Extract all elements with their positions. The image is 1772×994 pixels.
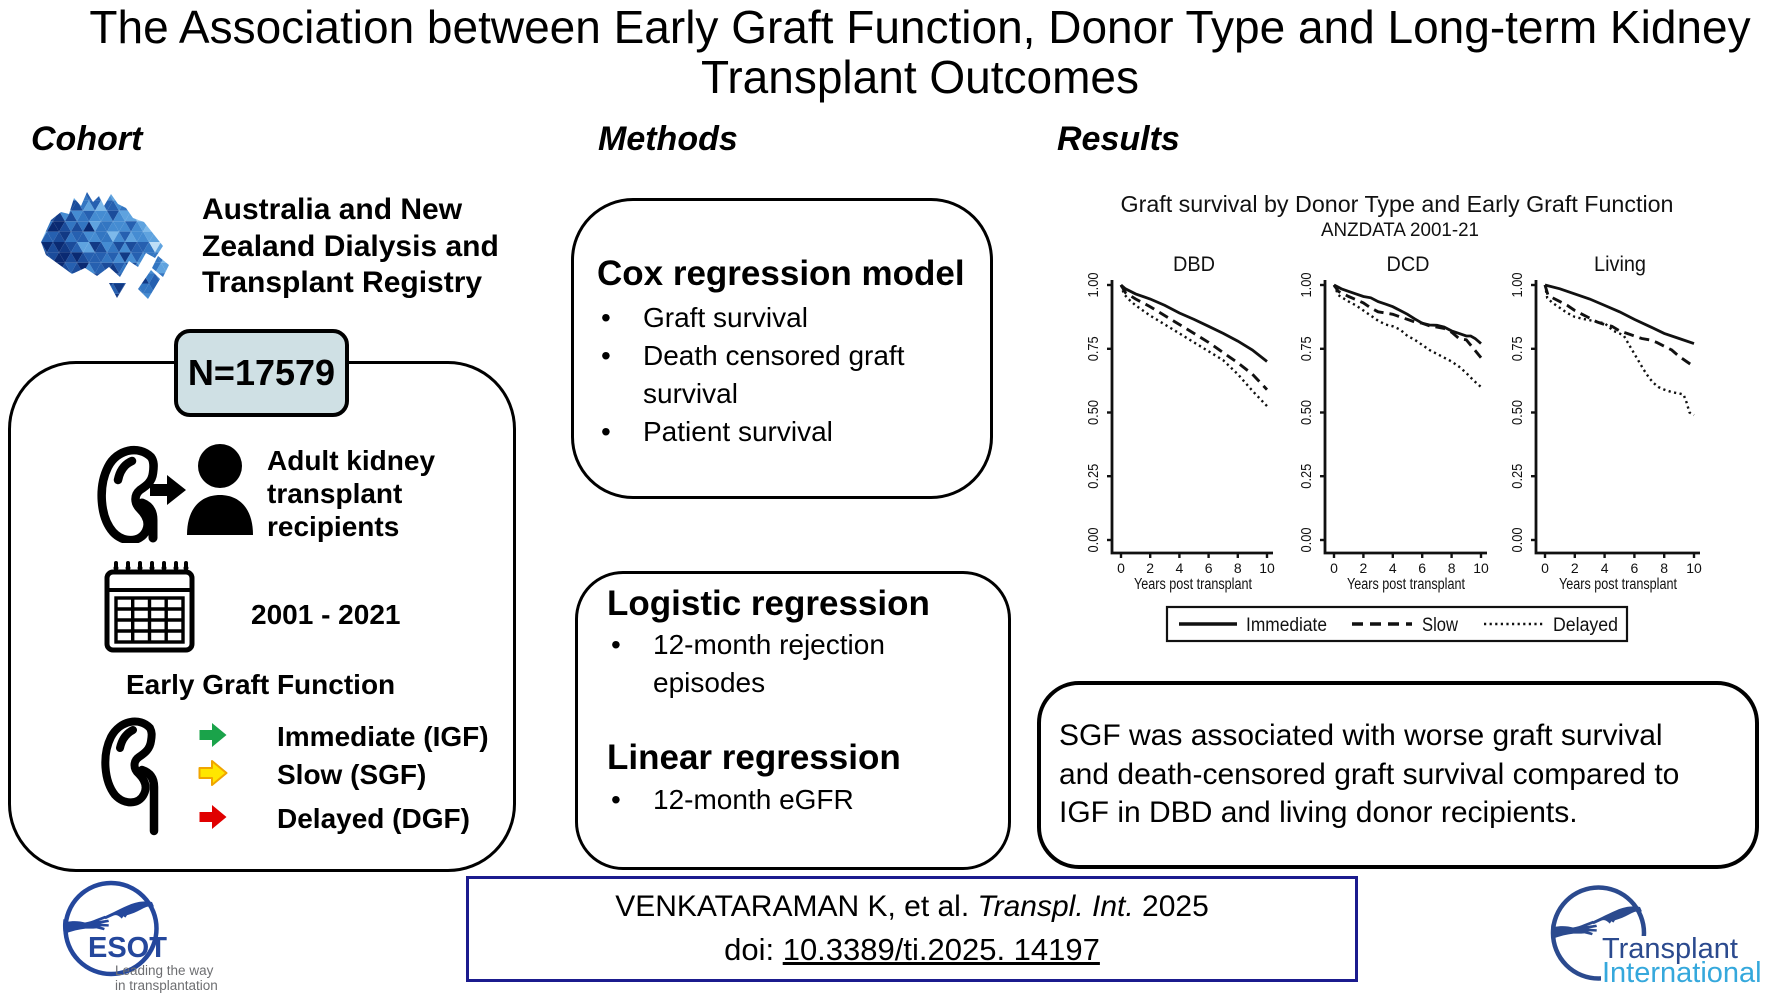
svg-text:4: 4 xyxy=(1601,560,1609,576)
svg-text:0.00: 0.00 xyxy=(1085,528,1102,553)
svg-text:ESOT: ESOT xyxy=(88,932,167,964)
svg-text:0: 0 xyxy=(1330,560,1338,576)
svg-text:8: 8 xyxy=(1448,560,1456,576)
svg-text:Transplant: Transplant xyxy=(1602,933,1738,965)
svg-text:0.50: 0.50 xyxy=(1509,400,1526,425)
svg-text:10: 10 xyxy=(1473,560,1489,576)
svg-text:0.00: 0.00 xyxy=(1298,528,1315,553)
svg-text:DCD: DCD xyxy=(1387,253,1430,276)
svg-text:DBD: DBD xyxy=(1173,253,1215,276)
svg-text:4: 4 xyxy=(1176,560,1184,576)
svg-text:0.75: 0.75 xyxy=(1085,336,1102,361)
svg-text:0.25: 0.25 xyxy=(1085,464,1102,489)
svg-text:8: 8 xyxy=(1234,560,1242,576)
svg-text:0.50: 0.50 xyxy=(1085,400,1102,425)
svg-text:Slow: Slow xyxy=(1422,615,1458,636)
svg-text:0: 0 xyxy=(1117,560,1125,576)
svg-text:6: 6 xyxy=(1418,560,1426,576)
svg-text:0.25: 0.25 xyxy=(1509,464,1526,489)
svg-text:6: 6 xyxy=(1631,560,1639,576)
svg-text:0.00: 0.00 xyxy=(1509,528,1526,553)
svg-text:Graft survival by Donor Type a: Graft survival by Donor Type and Early G… xyxy=(1121,191,1674,217)
svg-text:1.00: 1.00 xyxy=(1298,273,1315,298)
svg-text:4: 4 xyxy=(1389,560,1397,576)
svg-text:in transplantation: in transplantation xyxy=(115,978,218,993)
svg-text:0.50: 0.50 xyxy=(1298,400,1315,425)
svg-text:Immediate: Immediate xyxy=(1246,615,1327,636)
svg-text:1.00: 1.00 xyxy=(1085,273,1102,298)
svg-text:0: 0 xyxy=(1541,560,1549,576)
svg-text:6: 6 xyxy=(1205,560,1213,576)
svg-text:8: 8 xyxy=(1660,560,1668,576)
svg-text:Years post transplant: Years post transplant xyxy=(1134,576,1253,593)
svg-text:International: International xyxy=(1602,957,1762,989)
svg-text:2: 2 xyxy=(1571,560,1579,576)
svg-text:0.75: 0.75 xyxy=(1509,336,1526,361)
svg-text:0.75: 0.75 xyxy=(1298,336,1315,361)
svg-text:Years post transplant: Years post transplant xyxy=(1559,576,1678,593)
svg-text:ANZDATA 2001-21: ANZDATA 2001-21 xyxy=(1321,220,1479,241)
svg-text:10: 10 xyxy=(1686,560,1702,576)
svg-text:Leading the way: Leading the way xyxy=(115,963,214,978)
svg-text:Delayed: Delayed xyxy=(1553,615,1618,636)
svg-text:10: 10 xyxy=(1259,560,1275,576)
svg-text:2: 2 xyxy=(1146,560,1154,576)
svg-text:Living: Living xyxy=(1594,253,1646,276)
svg-text:1.00: 1.00 xyxy=(1509,273,1526,298)
svg-text:2: 2 xyxy=(1360,560,1368,576)
svg-text:0.25: 0.25 xyxy=(1298,464,1315,489)
svg-text:Years post transplant: Years post transplant xyxy=(1347,576,1466,593)
